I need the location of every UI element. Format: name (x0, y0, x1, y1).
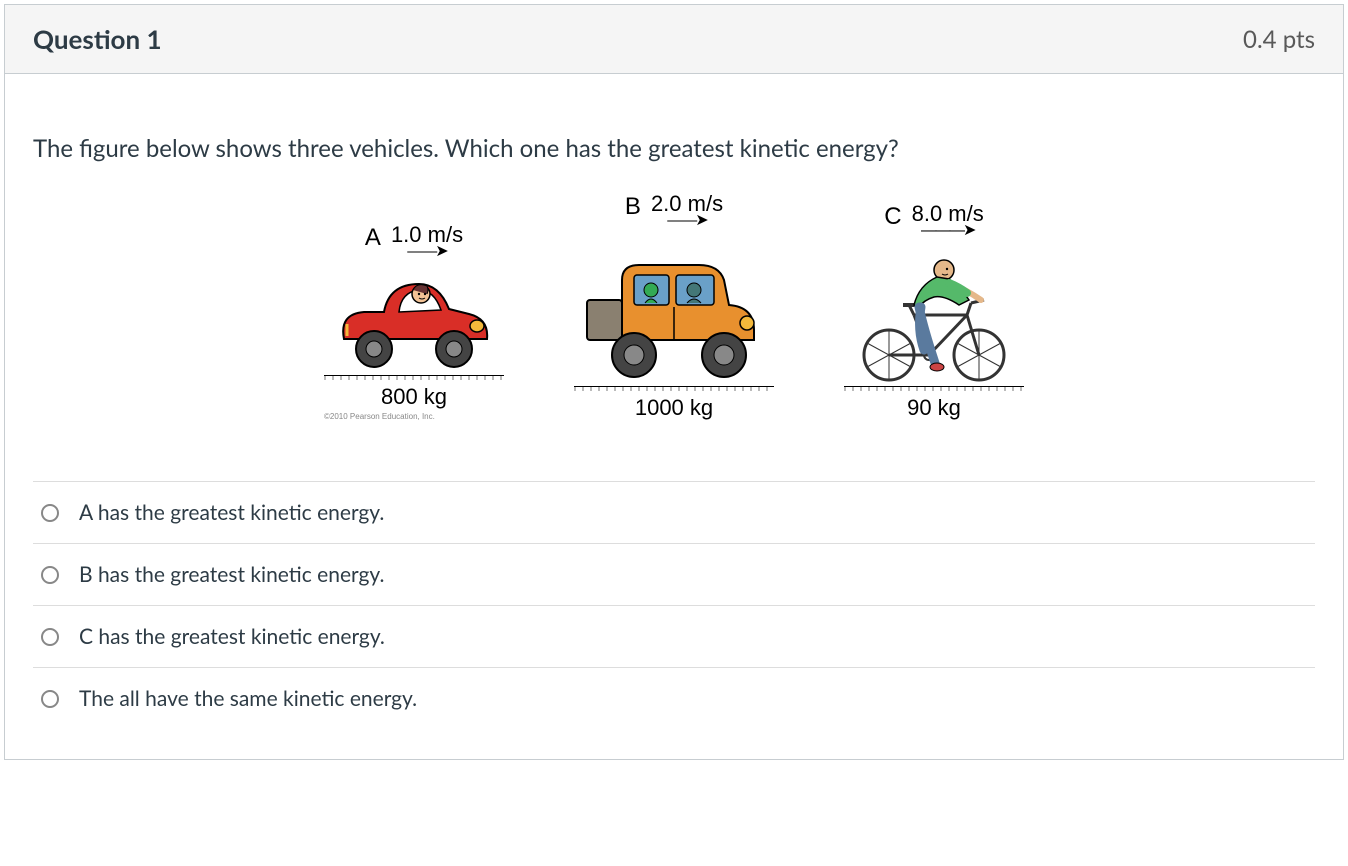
bicycle-icon (849, 255, 1019, 385)
radio-icon[interactable] (41, 628, 59, 646)
vehicle-a-mass: 800 kg (381, 384, 447, 410)
figure: A 1.0 m/s ——➤ (33, 193, 1315, 421)
answer-option-d[interactable]: The all have the same kinetic energy. (33, 667, 1315, 729)
vehicle-a: A 1.0 m/s ——➤ (324, 224, 504, 421)
answer-option-c[interactable]: C has the greatest kinetic energy. (33, 605, 1315, 667)
vehicle-b-velocity: 2.0 m/s ——➤ (651, 193, 723, 229)
car-icon (329, 264, 499, 374)
vehicle-b-label: B (625, 193, 641, 221)
vehicle-c: C 8.0 m/s ———➤ (844, 203, 1024, 421)
arrow-icon: ———➤ (912, 223, 984, 239)
vehicle-c-label: C (884, 203, 901, 231)
question-text: The figure below shows three vehicles. W… (33, 134, 1315, 163)
answer-text: B has the greatest kinetic energy. (79, 562, 384, 587)
question-body: The figure below shows three vehicles. W… (5, 74, 1343, 759)
ground-line (844, 385, 1024, 387)
radio-icon[interactable] (41, 504, 59, 522)
question-card: Question 1 0.4 pts The figure below show… (4, 4, 1344, 760)
radio-icon[interactable] (41, 566, 59, 584)
vehicle-a-label: A (365, 224, 381, 252)
figure-copyright: ©2010 Pearson Education, Inc. (324, 412, 435, 421)
vehicle-b-mass: 1000 kg (635, 395, 713, 421)
answer-text: C has the greatest kinetic energy. (79, 624, 385, 649)
answer-option-b[interactable]: B has the greatest kinetic energy. (33, 543, 1315, 605)
vehicle-c-mass: 90 kg (907, 395, 961, 421)
vehicle-c-velocity: 8.0 m/s ———➤ (912, 203, 984, 239)
ground-line (324, 374, 504, 376)
answer-list: A has the greatest kinetic energy. B has… (33, 481, 1315, 729)
question-points: 0.4 pts (1243, 25, 1315, 54)
question-title: Question 1 (33, 23, 162, 55)
ground-line (574, 385, 774, 387)
answer-text: The all have the same kinetic energy. (79, 686, 417, 711)
truck-icon (579, 245, 769, 385)
vehicle-a-velocity: 1.0 m/s ——➤ (391, 224, 463, 260)
answer-text: A has the greatest kinetic energy. (79, 500, 384, 525)
question-header: Question 1 0.4 pts (5, 5, 1343, 74)
vehicle-b: B 2.0 m/s ——➤ (574, 193, 774, 421)
radio-icon[interactable] (41, 690, 59, 708)
answer-option-a[interactable]: A has the greatest kinetic energy. (33, 481, 1315, 543)
